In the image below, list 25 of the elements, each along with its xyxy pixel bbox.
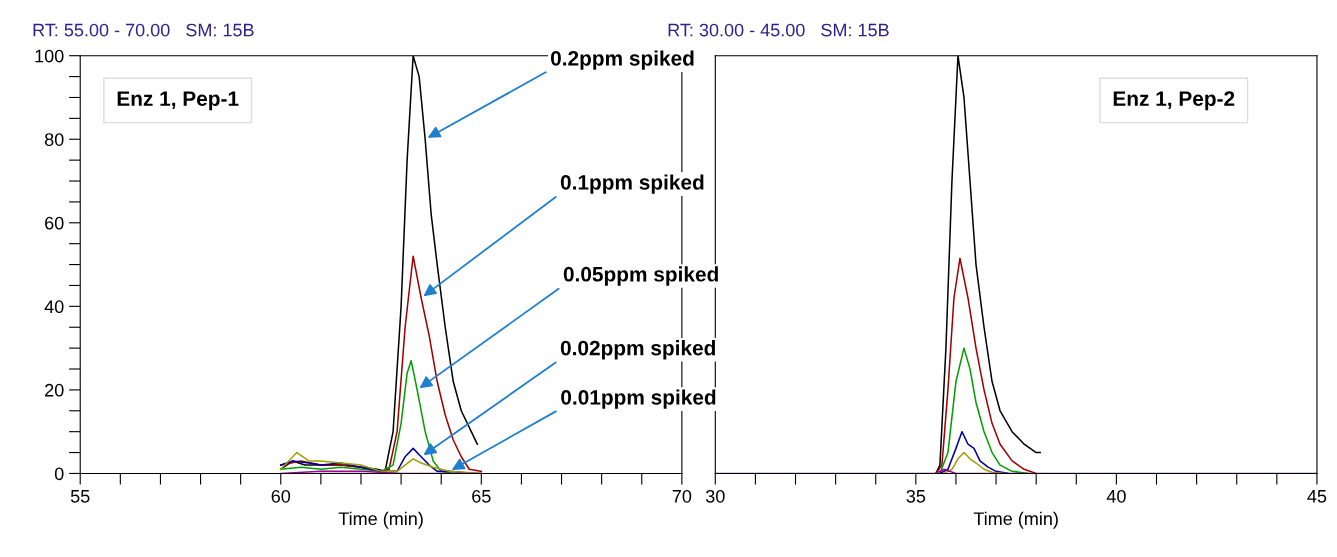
y-tick-label: 0 (54, 467, 64, 481)
x-tick-label: 60 (271, 489, 291, 503)
x-tick-label: 55 (70, 490, 90, 503)
x-tick-label: 30 (705, 489, 725, 503)
chart-title: RT: 30.00 - 45.00 SM: 15B (668, 23, 889, 37)
annotation: Enz 1, Pep-1 (117, 91, 239, 111)
x-tick-label: 40 (1106, 489, 1126, 503)
annotation: 0.05ppm spiked (563, 266, 718, 286)
x-axis-title: Time (min) (338, 511, 423, 529)
annotation: 0.1ppm spiked (560, 174, 704, 194)
x-tick-label: 70 (672, 489, 692, 503)
y-tick-label: 20 (45, 383, 64, 397)
y-tick-label: 40 (44, 300, 64, 314)
x-axis-title: Time (min) (973, 511, 1058, 529)
y-tick-label: 100 (35, 49, 64, 63)
chart-title: RT: 55.00 - 70.00 SM: 15B (33, 23, 254, 37)
annotation: 0.02ppm spiked (560, 340, 715, 360)
x-tick-label: 65 (472, 489, 491, 503)
annotation: Enz 1, Pep-2 (1113, 91, 1235, 111)
y-tick-label: 80 (44, 133, 64, 146)
x-tick-label: 45 (1307, 490, 1327, 503)
x-tick-label: 35 (906, 489, 926, 503)
annotation: 0.2ppm spiked (550, 50, 694, 70)
annotation: 0.01ppm spiked (561, 389, 716, 409)
y-tick-label: 60 (45, 216, 64, 230)
